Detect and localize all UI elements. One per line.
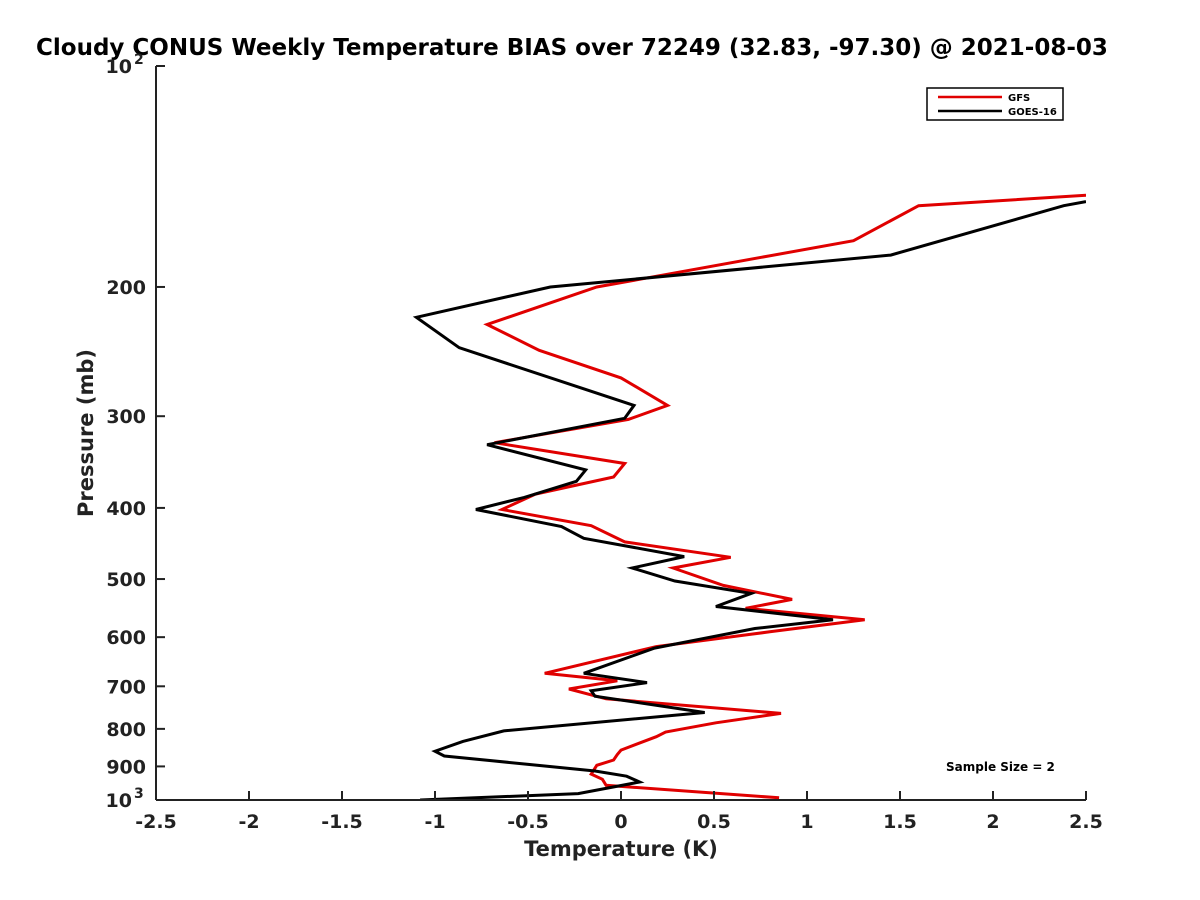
chart-title: Cloudy CONUS Weekly Temperature BIAS ove… xyxy=(36,35,1108,61)
y-tick-label: 500 xyxy=(106,569,146,591)
y-tick-label-exponent: 3 xyxy=(134,786,144,802)
y-tick-label: 700 xyxy=(106,676,146,698)
x-tick-label: -0.5 xyxy=(507,811,549,833)
y-tick-label: 300 xyxy=(106,406,146,428)
y-tick-label: 600 xyxy=(106,627,146,649)
y-tick-label: 400 xyxy=(106,498,146,520)
x-tick-label: -1 xyxy=(424,811,445,833)
y-tick-label: 900 xyxy=(106,756,146,778)
y-tick-label: 10 xyxy=(106,790,132,812)
x-tick-label: -2 xyxy=(238,811,259,833)
x-axis-ticks: -2.5 -2 -1.5 -1 -0.5 0 0.5 1 1.5 2 2.5 xyxy=(135,791,1103,833)
series-layer xyxy=(412,193,1086,800)
legend-label-goes16: GOES-16 xyxy=(1008,107,1057,118)
x-tick-label: 1.5 xyxy=(883,811,917,833)
x-tick-label: 2.5 xyxy=(1069,811,1103,833)
x-tick-label: -2.5 xyxy=(135,811,177,833)
legend-box xyxy=(926,87,1064,121)
x-axis-label: Temperature (K) xyxy=(524,837,718,861)
x-tick-label: 0 xyxy=(614,811,627,833)
series-line-gfs xyxy=(483,193,1086,800)
y-tick-label: 800 xyxy=(106,719,146,741)
x-tick-label: 1 xyxy=(800,811,813,833)
y-axis-label: Pressure (mb) xyxy=(74,349,98,517)
series-line-goes16 xyxy=(412,200,1086,800)
y-tick-label-exponent: 2 xyxy=(134,52,144,68)
y-tick-label: 200 xyxy=(106,277,146,299)
x-tick-label: 0.5 xyxy=(697,811,731,833)
plot-background xyxy=(156,66,1086,800)
legend: GFS GOES-16 xyxy=(926,87,1064,121)
sample-size-annotation: Sample Size = 2 xyxy=(946,760,1055,774)
x-tick-label: -1.5 xyxy=(321,811,363,833)
y-tick-label: 10 xyxy=(106,56,132,78)
x-tick-label: 2 xyxy=(986,811,999,833)
legend-label-gfs: GFS xyxy=(1008,93,1030,104)
